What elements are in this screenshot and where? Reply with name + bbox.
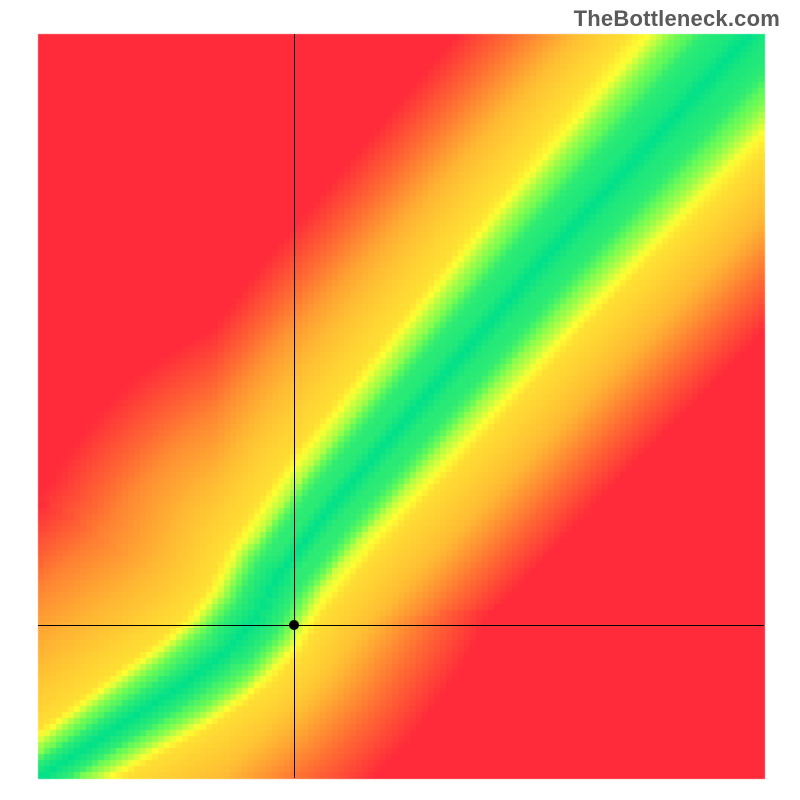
chart-container: TheBottleneck.com xyxy=(0,0,800,800)
marker-dot xyxy=(289,620,299,630)
heatmap-canvas xyxy=(0,0,800,800)
crosshair-horizontal xyxy=(38,625,764,626)
watermark-label: TheBottleneck.com xyxy=(574,6,780,32)
crosshair-vertical xyxy=(294,34,295,778)
